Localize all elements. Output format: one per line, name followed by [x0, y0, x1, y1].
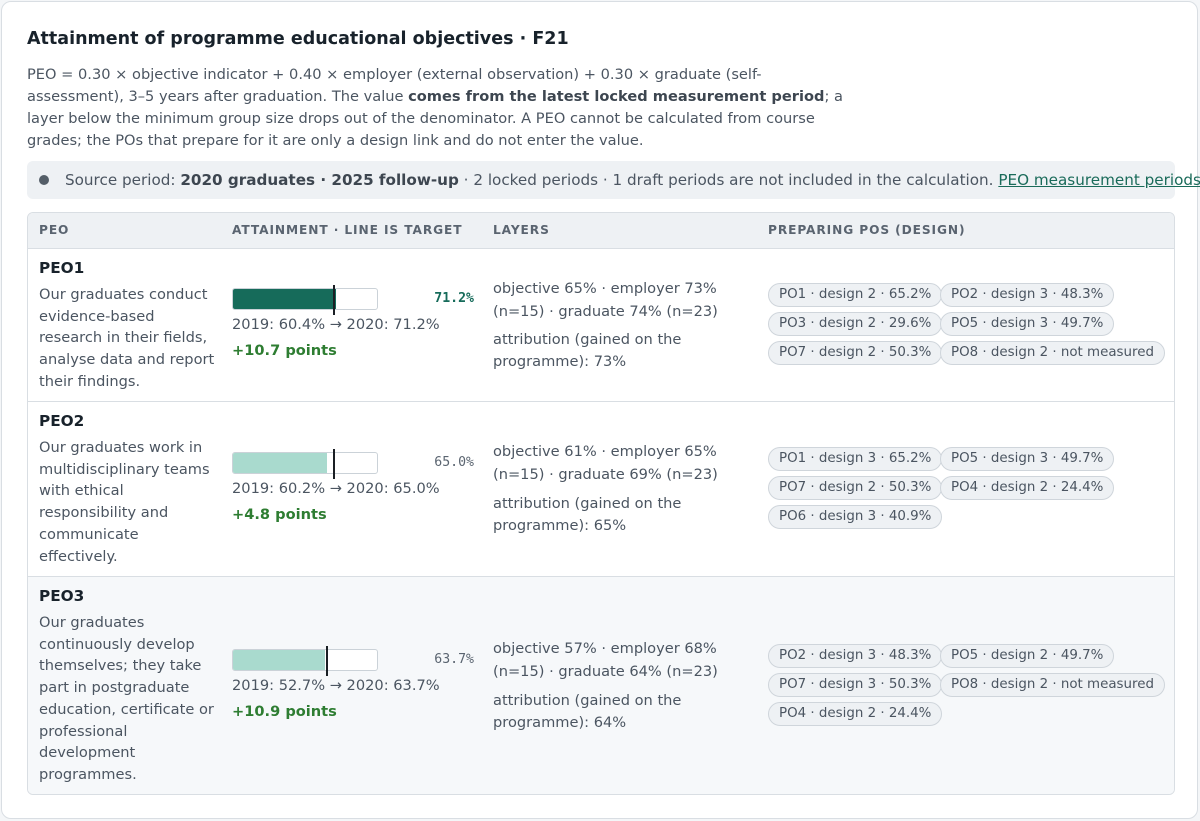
source-suffix: · 2 locked periods · 1 draft periods are…	[458, 171, 999, 189]
peo-table: PEO ATTAINMENT · LINE IS TARGET LAYERS P…	[27, 212, 1175, 795]
description: PEO = 0.30 × objective indicator + 0.40 …	[27, 64, 847, 152]
po-chip[interactable]: PO3 · design 2 · 29.6%	[768, 312, 943, 336]
po-chip[interactable]: PO5 · design 2 · 49.7%	[940, 644, 1115, 668]
description-text-2: ; a layer below the minimum group size d…	[27, 88, 843, 149]
description-text-1: PEO = 0.30 × objective indicator + 0.40 …	[27, 66, 762, 105]
target-line	[325, 646, 328, 676]
po-chip[interactable]: PO5 · design 3 · 49.7%	[940, 312, 1115, 336]
header-attainment: ATTAINMENT · LINE IS TARGET	[232, 223, 463, 237]
header-preparing-pos: PREPARING POS (DESIGN)	[768, 223, 966, 237]
attainment-bar	[232, 449, 378, 479]
peo-name: PEO2	[39, 412, 85, 430]
po-chip[interactable]: PO8 · design 2 · not measured	[940, 673, 1165, 697]
table-row-peo1: PEO1 Our graduates conduct evidence-base…	[28, 249, 1174, 402]
gain-points: +10.9 points	[232, 703, 337, 720]
po-chip[interactable]: PO1 · design 2 · 65.2%	[768, 283, 943, 307]
attribution: attribution (gained on the programme): 6…	[493, 692, 682, 731]
header-layers: LAYERS	[493, 223, 550, 237]
attribution: attribution (gained on the programme): 6…	[493, 495, 682, 534]
peo-description: Our graduates conduct evidence-based res…	[39, 286, 215, 390]
description-emphasis: comes from the latest locked measurement…	[408, 88, 825, 105]
po-chip[interactable]: PO7 · design 2 · 50.3%	[768, 476, 943, 500]
peo-description: Our graduates work in multidisciplinary …	[39, 439, 210, 565]
layer-breakdown: objective 57% · employer 68% (n=15) · gr…	[493, 640, 718, 680]
target-line	[332, 285, 335, 315]
source-period: 2020 graduates · 2025 follow-up	[180, 171, 459, 189]
po-chip[interactable]: PO2 · design 3 · 48.3%	[940, 283, 1115, 307]
year-comparison: 2019: 60.4% → 2020: 71.2%	[232, 316, 440, 333]
layer-breakdown: objective 61% · employer 65% (n=15) · gr…	[493, 443, 718, 483]
table-header: PEO ATTAINMENT · LINE IS TARGET LAYERS P…	[28, 213, 1174, 249]
bullet-icon	[39, 175, 49, 185]
attainment-bar	[232, 646, 378, 676]
page-title: Attainment of programme educational obje…	[27, 29, 569, 49]
source-prefix: Source period:	[65, 171, 181, 189]
layer-breakdown: objective 65% · employer 73% (n=15) · gr…	[493, 280, 718, 320]
gain-points: +4.8 points	[232, 506, 327, 523]
po-chip[interactable]: PO6 · design 3 · 40.9%	[768, 505, 943, 529]
attainment-value: 63.7%	[434, 652, 474, 667]
source-period-bar: Source period: 2020 graduates · 2025 fol…	[27, 161, 1200, 199]
peo-description: Our graduates continuously develop thems…	[39, 614, 214, 783]
attainment-bar	[232, 285, 378, 315]
po-chip[interactable]: PO4 · design 2 · 24.4%	[940, 476, 1115, 500]
po-chip[interactable]: PO8 · design 2 · not measured	[940, 341, 1165, 365]
po-chip[interactable]: PO4 · design 2 · 24.4%	[768, 702, 943, 726]
po-chip[interactable]: PO5 · design 3 · 49.7%	[940, 447, 1115, 471]
attainment-fill	[233, 453, 327, 473]
attainment-fill	[233, 289, 336, 309]
po-chip[interactable]: PO7 · design 3 · 50.3%	[768, 673, 943, 697]
po-chip[interactable]: PO7 · design 2 · 50.3%	[768, 341, 943, 365]
target-line	[332, 449, 335, 479]
peo-name: PEO1	[39, 259, 85, 277]
year-comparison: 2019: 52.7% → 2020: 63.7%	[232, 677, 440, 694]
po-chip[interactable]: PO2 · design 3 · 48.3%	[768, 644, 943, 668]
attribution: attribution (gained on the programme): 7…	[493, 331, 682, 370]
gain-points: +10.7 points	[232, 342, 337, 359]
header-peo: PEO	[39, 223, 70, 237]
attainment-value: 71.2%	[434, 291, 474, 306]
peo-measurement-periods-link[interactable]: PEO measurement periods	[998, 171, 1200, 189]
peo-name: PEO3	[39, 587, 85, 605]
year-comparison: 2019: 60.2% → 2020: 65.0%	[232, 480, 440, 497]
table-row-peo3: PEO3 Our graduates continuously develop …	[28, 577, 1174, 794]
attainment-fill	[233, 650, 325, 670]
attainment-value: 65.0%	[434, 455, 474, 470]
po-chip[interactable]: PO1 · design 3 · 65.2%	[768, 447, 943, 471]
table-row-peo2: PEO2 Our graduates work in multidiscipli…	[28, 402, 1174, 577]
